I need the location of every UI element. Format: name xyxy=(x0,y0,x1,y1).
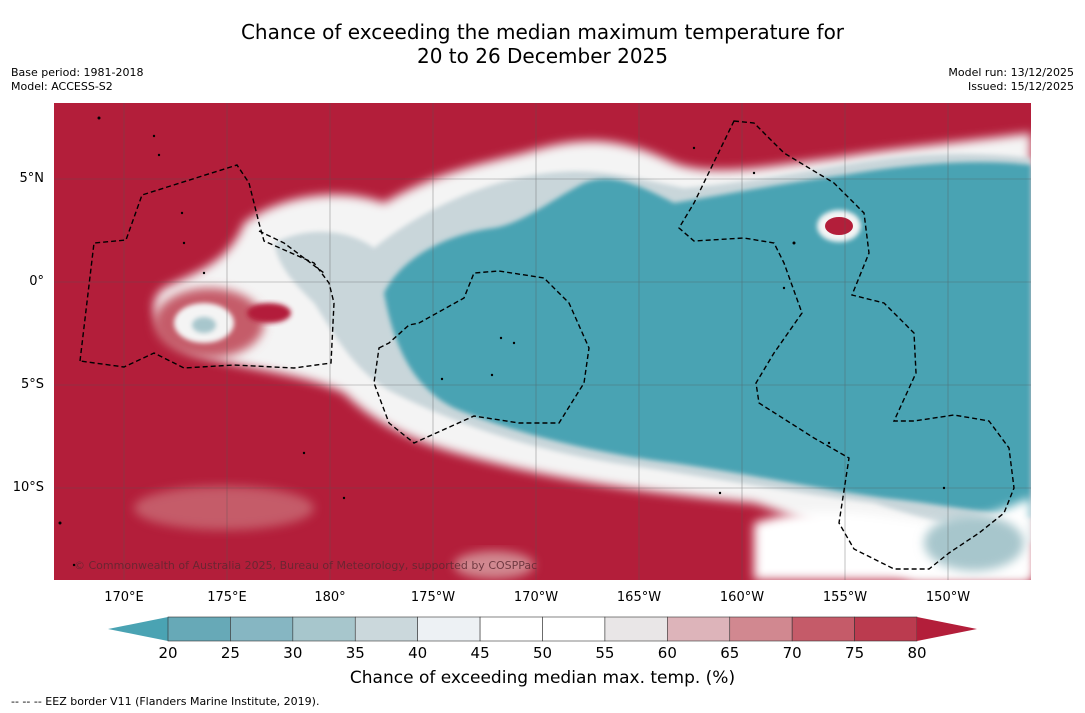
lon-label-175w: 175°W xyxy=(410,590,456,605)
colorbar-segment xyxy=(479,616,543,642)
colorbar-segment xyxy=(791,616,855,642)
colorbar-high-extension xyxy=(917,617,977,641)
lon-label-170e: 170°E xyxy=(104,590,144,605)
lat-label-0: 0° xyxy=(29,274,44,289)
title-line-2: 20 to 26 December 2025 xyxy=(416,44,668,68)
colorbar-segment xyxy=(354,616,418,642)
colorbar-tick-label: 30 xyxy=(283,644,303,662)
eez-legend-note: -- -- -- EEZ border V11 (Flanders Marine… xyxy=(11,695,320,708)
map-title: Chance of exceeding the median maximum t… xyxy=(0,20,1085,68)
colorbar-tick-label: 65 xyxy=(720,644,740,662)
islands xyxy=(58,116,946,567)
colorbar-tick-label: 40 xyxy=(408,644,428,662)
lon-label-180: 180° xyxy=(314,590,346,605)
base-period: Base period: 1981-2018 xyxy=(11,66,144,79)
colorbar-tick-label: 35 xyxy=(345,644,365,662)
colorbar-tick-label: 70 xyxy=(782,644,802,662)
colorbar-tick-label: 25 xyxy=(220,644,240,662)
colorbar-segment xyxy=(854,616,918,642)
colorbar-segment xyxy=(604,616,668,642)
map-canvas xyxy=(54,103,1031,580)
title-line-1: Chance of exceeding the median maximum t… xyxy=(240,20,845,44)
lon-label-170w: 170°W xyxy=(513,590,559,605)
colorbar-tick-label: 50 xyxy=(532,644,553,662)
lon-label-175e: 175°E xyxy=(207,590,247,605)
lat-label-10s: 10°S xyxy=(12,480,44,495)
meta-left: Base period: 1981-2018 Model: ACCESS-S2 xyxy=(11,66,143,94)
colorbar-tick-label: 45 xyxy=(470,644,490,662)
colorbar-segment xyxy=(542,616,606,642)
colorbar xyxy=(108,616,977,642)
colorbar-low-extension xyxy=(108,617,168,641)
colorbar-segment xyxy=(667,616,731,642)
colorbar-segment xyxy=(230,616,294,642)
warm-patch-west xyxy=(247,303,291,323)
model-run: Model run: 13/12/2025 xyxy=(948,66,1074,79)
pink-patch-bottom xyxy=(454,551,534,579)
graticule xyxy=(54,103,1031,580)
model-name: Model: ACCESS-S2 xyxy=(11,80,113,93)
lon-label-155w: 155°W xyxy=(822,590,868,605)
warm-spot xyxy=(825,217,853,235)
issued-date: Issued: 15/12/2025 xyxy=(967,80,1074,93)
colorbar-label: Chance of exceeding median max. temp. (%… xyxy=(349,668,736,688)
colorbar-segment xyxy=(729,616,793,642)
colorbar-tick-label: 60 xyxy=(657,644,677,662)
lat-label-5n: 5°N xyxy=(19,171,45,186)
colorbar-tick-label: 55 xyxy=(595,644,615,662)
lon-label-160w: 160°W xyxy=(719,590,765,605)
colorbar-tick-label: 20 xyxy=(158,644,178,662)
colorbar-segment xyxy=(167,616,231,642)
copyright-notice: © Commonwealth of Australia 2025, Bureau… xyxy=(74,559,538,572)
eez-borders xyxy=(79,120,1015,570)
lat-label-5s: 5°S xyxy=(20,377,44,392)
colorbar-tick-label: 75 xyxy=(845,644,865,662)
colorbar-segments xyxy=(167,616,918,642)
lon-label-150w: 150°W xyxy=(925,590,971,605)
colorbar-segment xyxy=(417,616,481,642)
lon-label-165w: 165°W xyxy=(616,590,662,605)
colorbar-tick-label: 80 xyxy=(907,644,927,662)
pink-patch-south xyxy=(134,486,314,530)
map-panel xyxy=(54,103,1031,580)
meta-right: Model run: 13/12/2025 Issued: 15/12/2025 xyxy=(948,66,1074,94)
colorbar-segment xyxy=(292,616,356,642)
cool-patch-west xyxy=(192,317,216,333)
southeast-cool-patch xyxy=(924,515,1024,571)
